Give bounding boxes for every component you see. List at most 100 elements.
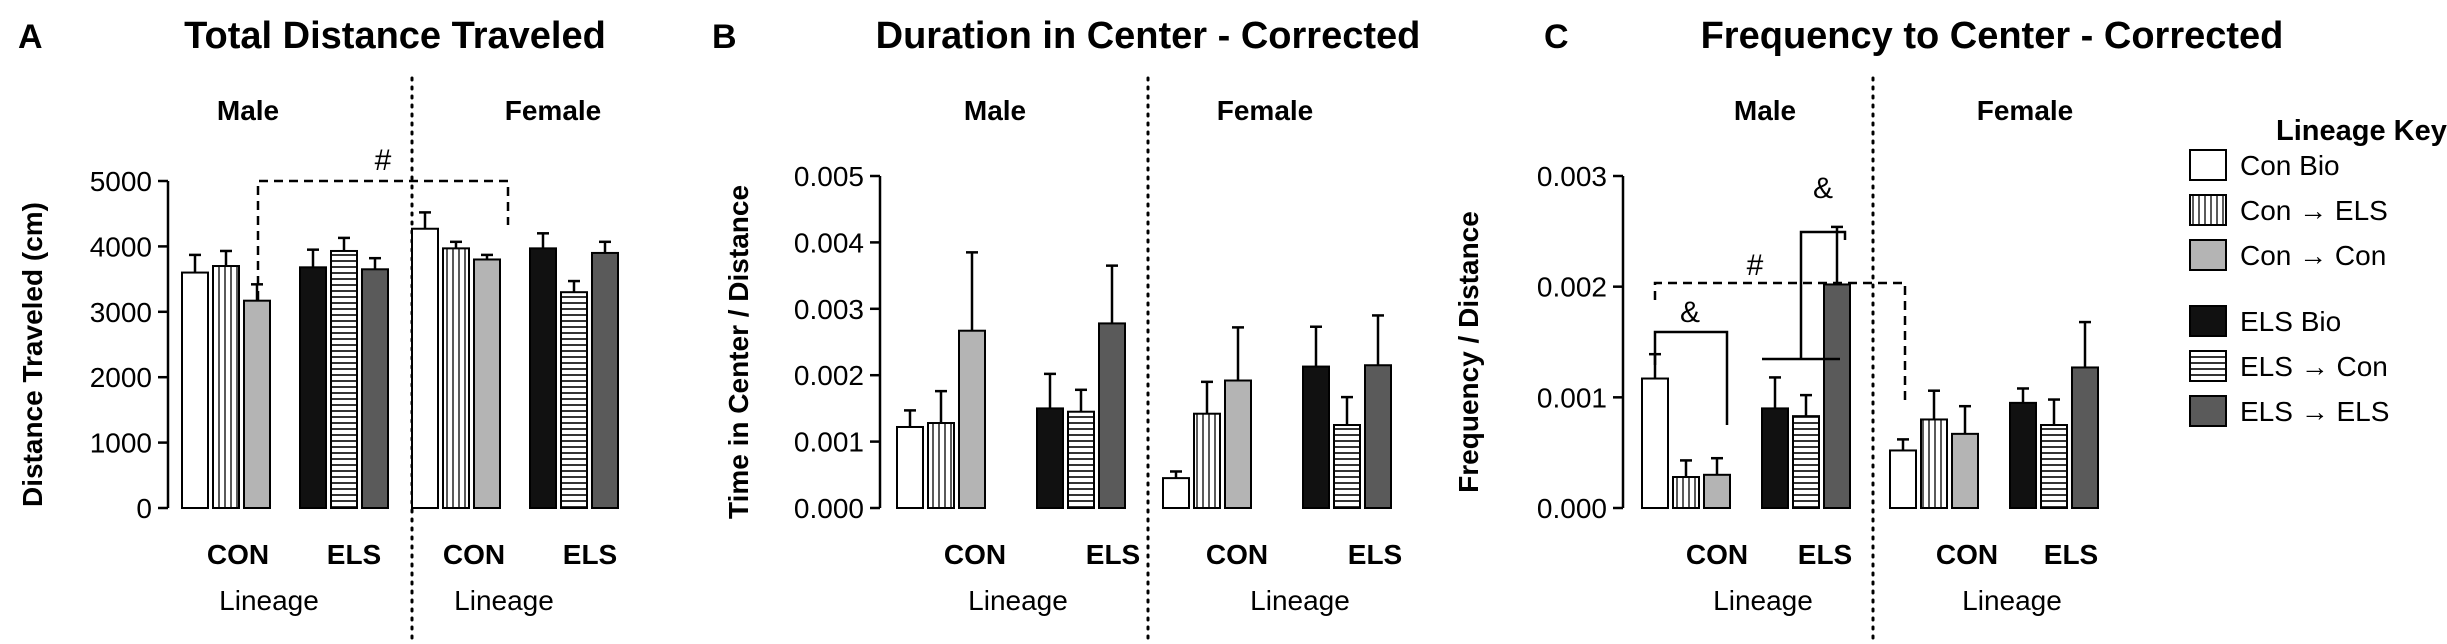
bar: [1703, 473, 1731, 509]
sex-label: Male: [217, 95, 279, 126]
panel-B: B Duration in Center - Corrected 0.000 0.00…: [712, 15, 1421, 642]
x-group-label: CON: [443, 539, 505, 570]
x-axis-label: Lineage: [1250, 585, 1350, 616]
y-tick-label: 5000: [90, 166, 152, 197]
significance-mark: #: [375, 144, 392, 177]
bar: [1098, 322, 1126, 509]
bracket-line: [1653, 330, 1729, 425]
bar: [958, 329, 986, 509]
legend-item: Con → Con: [2189, 239, 2386, 271]
sex-label: Female: [505, 95, 602, 126]
y-tick-label: 0.003: [794, 294, 864, 325]
bar: [1920, 418, 1948, 510]
bar: [181, 271, 209, 509]
bar: [560, 291, 588, 509]
x-group-label: CON: [207, 539, 269, 570]
bar: [1889, 449, 1917, 510]
legend-swatch: [2189, 194, 2227, 226]
y-tick-label: 0.005: [794, 161, 864, 192]
chart-title: Total Distance Traveled: [184, 15, 606, 57]
x-axis-label: Lineage: [454, 585, 554, 616]
bar: [1951, 432, 1979, 509]
bar: [2009, 401, 2037, 509]
y-tick-label: 0.002: [794, 360, 864, 391]
y-tick-label: 2000: [90, 362, 152, 393]
bar: [212, 265, 240, 509]
x-group-label: CON: [1686, 539, 1748, 570]
y-axis-label: Distance Traveled (cm): [17, 202, 48, 507]
bar: [243, 299, 271, 509]
legend-label: ELS → Con: [2240, 351, 2388, 382]
legend-swatch: [2189, 305, 2227, 337]
panel-letter: B: [712, 18, 737, 56]
bar: [1036, 407, 1064, 509]
legend-swatch: [2189, 350, 2227, 382]
bars: [181, 211, 619, 510]
y-tick-label: 0.001: [794, 427, 864, 458]
y-tick-label: 4000: [90, 231, 152, 262]
legend-item: ELS → Con: [2189, 350, 2388, 382]
bar: [1302, 365, 1330, 509]
x-group-label: ELS: [1348, 539, 1402, 570]
panel-C: C Frequency to Center - Corrected 0.000 0.0…: [1453, 15, 2284, 642]
significance-mark: #: [1747, 249, 1764, 282]
x-group-label: ELS: [1798, 539, 1852, 570]
legend-item: Con Bio: [2189, 149, 2340, 181]
x-group-label: ELS: [1086, 539, 1140, 570]
y-tick-label: 3000: [90, 297, 152, 328]
legend-label: ELS → ELS: [2240, 396, 2389, 427]
significance-brackets: & & #: [1653, 172, 1907, 425]
bar: [1364, 364, 1392, 509]
legend-item: Con → ELS: [2189, 194, 2388, 226]
y-tick-label: 0: [136, 493, 152, 524]
legend-label: ELS Bio: [2240, 306, 2341, 337]
bracket-line: [1799, 230, 1847, 359]
legend-title: Lineage Key:: [2276, 115, 2447, 147]
y-axis-label: Frequency / Distance: [1453, 211, 1484, 493]
chart-title: Frequency to Center - Corrected: [1701, 15, 2284, 57]
bar: [1641, 377, 1669, 509]
bar: [442, 247, 470, 509]
y-tick-label: 0.000: [794, 493, 864, 524]
bars: [896, 251, 1392, 510]
y-tick-label: 0.001: [1537, 382, 1607, 413]
bar: [1193, 412, 1221, 510]
significance-mark: &: [1813, 172, 1833, 205]
y-tick-label: 1000: [90, 428, 152, 459]
panel-letter: A: [18, 18, 43, 56]
bracket-line: [256, 179, 510, 300]
bracket-line: [1653, 281, 1907, 400]
bar: [1823, 283, 1851, 509]
legend-label: Con → ELS: [2240, 195, 2388, 226]
y-tick-label: 0.003: [1537, 161, 1607, 192]
significance-brackets: #: [256, 144, 510, 300]
panel-A: A Total Distance Traveled 0 1000 2000 3000 400…: [17, 15, 619, 642]
x-axis-label: Lineage: [219, 585, 319, 616]
legend-item: ELS → ELS: [2189, 395, 2389, 427]
bar: [473, 258, 501, 510]
x-group-label: CON: [1206, 539, 1268, 570]
sex-label: Female: [1977, 95, 2074, 126]
bar: [896, 425, 924, 510]
sex-label: Female: [1217, 95, 1314, 126]
legend-label: Con Bio: [2240, 150, 2340, 181]
x-group-label: ELS: [2044, 539, 2098, 570]
legend-item: ELS Bio: [2189, 305, 2341, 337]
legend-swatch: [2189, 149, 2227, 181]
x-axis-label: Lineage: [968, 585, 1068, 616]
chart-title: Duration in Center - Corrected: [876, 15, 1421, 57]
bar: [1224, 379, 1252, 509]
x-axis-label: Lineage: [1713, 585, 1813, 616]
bar: [2040, 424, 2068, 509]
x-group-label: CON: [944, 539, 1006, 570]
bar: [411, 227, 439, 509]
y-axis-label: Time in Center / Distance: [723, 185, 754, 519]
sex-label: Male: [964, 95, 1026, 126]
x-group-label: ELS: [327, 539, 381, 570]
bar: [2071, 366, 2099, 509]
bar: [529, 247, 557, 509]
bar: [299, 266, 327, 509]
legend-swatch: [2189, 239, 2227, 271]
y-tick-label: 0.002: [1537, 272, 1607, 303]
